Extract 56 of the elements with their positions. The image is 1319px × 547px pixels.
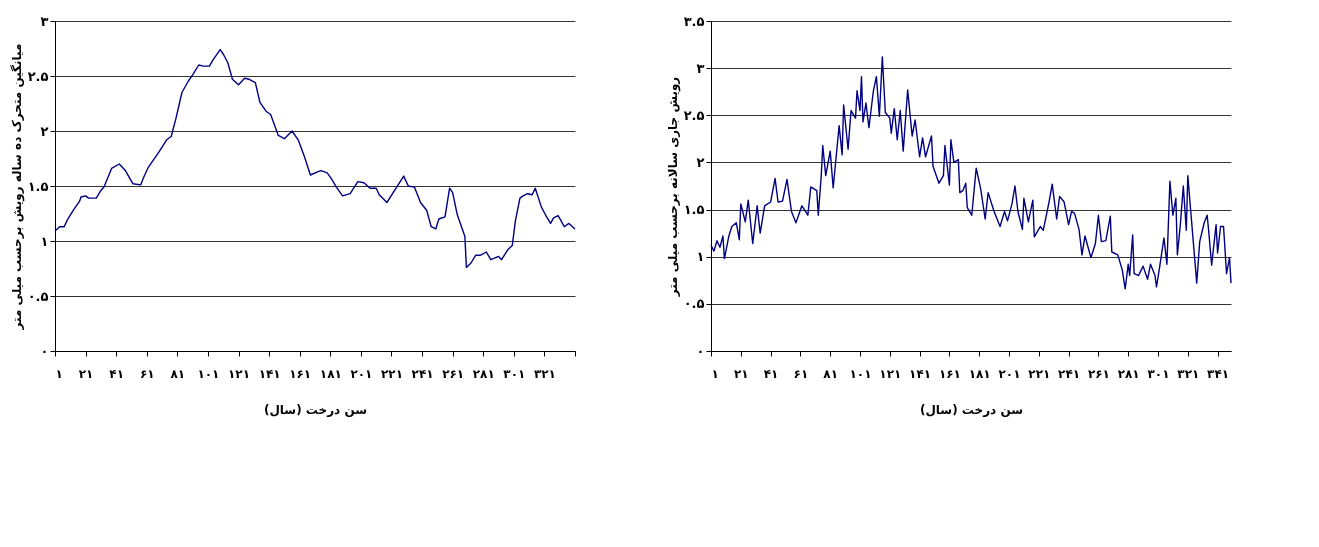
line-series xyxy=(710,56,1232,290)
y-axis-title: میانگین متحرک ده ساله رویش برحسب میلی متر xyxy=(9,43,25,331)
y-tick-label: ۱.۵ xyxy=(27,178,49,194)
x-tick-label: ۲۲۱ xyxy=(1028,366,1051,381)
x-tick-label: ۸۱ xyxy=(823,366,839,381)
x-tick-label: ۱۰۱ xyxy=(849,366,872,381)
x-tick-label: ۱۸۱ xyxy=(968,366,991,381)
y-axis-title: رویش جاری سالانه برحسب میلی متر xyxy=(665,76,681,298)
x-tick-label: ۱ xyxy=(711,366,719,381)
x-tick-label: ۲۰۱ xyxy=(350,366,373,381)
x-tick-label: ۲۸۱ xyxy=(472,366,495,381)
x-axis-title: سن درخت (سال) xyxy=(263,402,368,417)
x-tick-label: ۳۴۱ xyxy=(1207,366,1230,381)
y-tick-label: ۲.۵ xyxy=(683,107,705,123)
y-tick-label: ۰ xyxy=(696,343,705,359)
line-series xyxy=(54,48,576,269)
x-tick-label: ۱۰۱ xyxy=(197,366,220,381)
x-tick-label: ۱۶۱ xyxy=(289,366,312,381)
x-tick-label: ۳۰۱ xyxy=(1147,366,1170,381)
y-tick-label: ۲ xyxy=(40,123,49,139)
y-tick-label: ۰.۵ xyxy=(27,288,49,304)
x-tick-label: ۱۴۱ xyxy=(909,366,932,381)
x-tick-label: ۱ xyxy=(55,366,63,381)
x-axis-title: سن درخت (سال) xyxy=(919,402,1024,417)
y-tick-label: ۱ xyxy=(40,233,49,249)
x-tick-label: ۲۲۱ xyxy=(380,366,403,381)
y-tick-label: ۳ xyxy=(40,13,49,29)
y-tick-label: ۲.۵ xyxy=(27,68,49,84)
y-tick-label: ۲ xyxy=(696,154,705,170)
x-tick-label: ۱۸۱ xyxy=(319,366,342,381)
x-tick-label: ۲۴۱ xyxy=(1058,366,1081,381)
x-tick-label: ۲۶۱ xyxy=(442,366,465,381)
x-tick-label: ۳۲۱ xyxy=(533,366,556,381)
x-tick-label: ۴۱ xyxy=(109,366,124,381)
y-tick-label: ۱.۵ xyxy=(683,202,705,218)
x-tick-label: ۶۱ xyxy=(793,366,809,381)
x-tick-label: ۱۲۱ xyxy=(228,366,251,381)
x-tick-label: ۴۱ xyxy=(763,366,779,381)
y-tick-label: ۰.۵ xyxy=(683,296,705,312)
y-tick-label: ۰ xyxy=(40,343,49,359)
x-tick-label: ۳۰۱ xyxy=(503,366,526,381)
x-tick-label: ۶۱ xyxy=(139,366,155,381)
x-tick-label: ۱۲۱ xyxy=(879,366,902,381)
x-tick-label: ۲۰۱ xyxy=(998,366,1021,381)
x-tick-label: ۲۴۱ xyxy=(411,366,434,381)
y-tick-label: ۱ xyxy=(696,249,705,265)
x-tick-label: ۸۱ xyxy=(170,366,186,381)
y-tick-label: ۳ xyxy=(696,60,705,76)
x-tick-label: ۲۸۱ xyxy=(1117,366,1140,381)
x-tick-label: ۲۱ xyxy=(733,366,749,381)
x-tick-label: ۲۶۱ xyxy=(1087,366,1110,381)
y-tick-label: ۳.۵ xyxy=(683,13,705,29)
x-tick-label: ۱۴۱ xyxy=(258,366,281,381)
x-tick-label: ۳۲۱ xyxy=(1177,366,1200,381)
x-tick-label: ۲۱ xyxy=(78,366,94,381)
x-tick-label: ۱۶۱ xyxy=(938,366,961,381)
